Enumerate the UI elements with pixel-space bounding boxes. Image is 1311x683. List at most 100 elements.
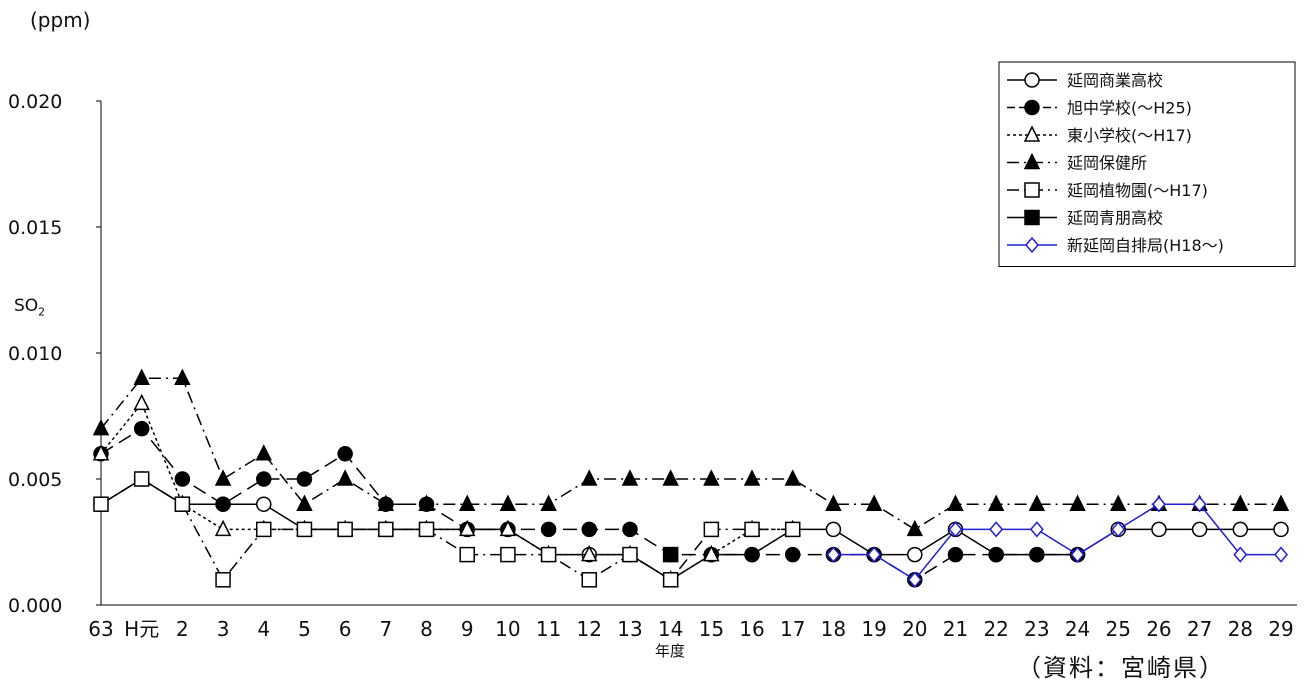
data-point: [500, 546, 516, 563]
data-point: [1272, 494, 1290, 511]
data-point: [377, 494, 395, 511]
data-point: [743, 469, 761, 486]
data-point: [703, 469, 720, 486]
x-tick-label: 9: [461, 617, 474, 641]
source-note: （資料：宮崎県）: [1017, 654, 1225, 682]
data-point: [703, 521, 720, 538]
data-point: [1151, 496, 1166, 513]
data-point: [906, 519, 924, 537]
x-tick-label: 15: [699, 617, 724, 641]
legend-label: 東小学校(〜H17): [1067, 126, 1192, 145]
x-axis-label: 年度: [655, 642, 686, 660]
x-tick-label: 17: [780, 617, 805, 641]
data-point: [133, 420, 150, 437]
x-tick-label: 23: [1024, 617, 1049, 641]
x-tick-label: 13: [617, 617, 642, 641]
y-tick-label: 0.000: [8, 595, 62, 617]
data-point: [744, 546, 760, 563]
data-point: [256, 471, 272, 487]
data-point: [989, 521, 1004, 538]
data-point: [581, 469, 598, 486]
data-point: [662, 469, 679, 486]
data-point: [540, 546, 557, 563]
data-point: [662, 546, 679, 563]
data-point: [1232, 494, 1249, 511]
data-point: [256, 496, 272, 512]
y-tick-label: 0.005: [8, 469, 62, 491]
x-tick-label: 16: [739, 617, 764, 641]
data-point: [337, 446, 353, 462]
legend-box: [998, 61, 1296, 267]
x-tick-label: 4: [257, 617, 270, 641]
data-point: [1029, 521, 1044, 538]
data-point: [174, 471, 191, 487]
data-point: [1274, 546, 1288, 563]
series-line: [100, 478, 793, 582]
legend-label: 延岡植物園(〜H17): [1067, 181, 1208, 200]
y-tick-label: 0.020: [8, 91, 62, 113]
legend-swatch-marker: [1024, 72, 1040, 88]
y-axis-label-subscript: 2: [38, 305, 46, 319]
data-point: [215, 572, 231, 588]
data-point: [174, 496, 191, 512]
data-point: [907, 546, 923, 563]
data-point: [133, 471, 150, 487]
data-point: [744, 521, 760, 538]
series-6: [826, 496, 1288, 588]
x-tick-label: 12: [577, 617, 602, 641]
legend-label: 延岡商業高校: [1067, 71, 1163, 90]
x-tick-label: 21: [943, 617, 968, 641]
data-point: [214, 519, 232, 537]
legend-swatch-marker: [1024, 99, 1040, 116]
y-tick-label: 0.010: [8, 343, 62, 365]
data-point: [581, 544, 598, 562]
x-tick-label: 6: [339, 617, 352, 641]
data-point: [581, 572, 598, 588]
x-tick-label: 22: [983, 617, 1008, 641]
series-5: [662, 546, 679, 563]
x-tick-label: 3: [217, 617, 230, 641]
data-point: [214, 469, 232, 486]
x-tick-label: 29: [1268, 617, 1293, 641]
series-line: [833, 503, 1281, 581]
data-point: [1110, 494, 1127, 511]
data-point: [1070, 546, 1085, 563]
data-point: [93, 496, 109, 512]
legend-swatch-marker: [1025, 236, 1039, 254]
y-tick-label: 0.015: [8, 217, 62, 239]
y-axis-label: SO2: [14, 296, 45, 318]
data-point: [336, 469, 354, 486]
data-point: [1151, 521, 1167, 538]
legend-swatch-marker: [1024, 182, 1040, 198]
data-point: [703, 544, 720, 562]
data-point: [621, 469, 639, 486]
data-point: [907, 571, 922, 588]
data-point: [581, 521, 598, 538]
data-point: [337, 521, 353, 538]
data-point: [92, 444, 110, 461]
x-tick-label: 7: [379, 617, 392, 641]
data-point: [174, 368, 191, 385]
legend-label: 旭中学校(〜H25): [1067, 99, 1192, 118]
data-point: [215, 496, 231, 512]
x-tick-label: 5: [298, 617, 311, 641]
data-point: [784, 521, 801, 538]
x-tick-label: 19: [861, 617, 886, 641]
data-point: [1028, 494, 1046, 511]
data-point: [458, 519, 476, 537]
data-point: [825, 494, 842, 511]
data-point: [92, 418, 110, 436]
y-axis-label-main: SO: [14, 296, 39, 316]
data-point: [947, 546, 964, 563]
x-tick-label: 10: [495, 617, 520, 641]
data-point: [987, 494, 1005, 511]
data-point: [622, 521, 638, 538]
data-point: [418, 494, 435, 511]
y-unit-label: (ppm): [30, 8, 91, 32]
data-point: [662, 572, 679, 588]
data-point: [1069, 494, 1086, 511]
legend-swatch-marker: [1023, 152, 1041, 170]
legend-swatch-marker: [1023, 125, 1041, 142]
data-point: [133, 393, 150, 411]
